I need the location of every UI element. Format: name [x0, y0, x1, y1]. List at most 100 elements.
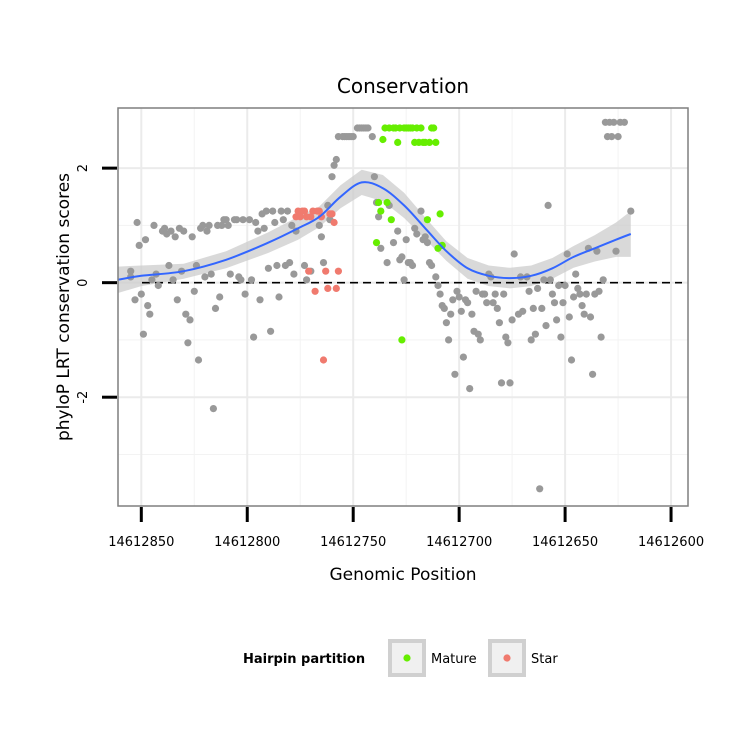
data-point-other	[508, 316, 516, 324]
data-point-star	[324, 284, 332, 292]
legend-dot-star	[503, 654, 511, 662]
data-point-other	[447, 310, 455, 318]
data-point-other	[627, 207, 635, 215]
data-point-other	[548, 290, 557, 298]
data-point-other	[531, 330, 540, 338]
data-point-other	[211, 304, 220, 312]
data-point-other	[154, 281, 162, 290]
data-point-other	[402, 236, 410, 244]
data-point-other	[137, 290, 145, 298]
data-point-other	[614, 133, 622, 141]
data-point-other	[364, 124, 372, 132]
data-point-mature	[430, 124, 438, 132]
data-point-mature	[379, 135, 387, 144]
legend-dot-mature	[403, 654, 411, 662]
data-point-other	[559, 299, 567, 307]
x-tick-label: 14612700	[426, 535, 492, 550]
data-point-mature	[372, 239, 381, 247]
data-point-other	[141, 236, 150, 244]
data-point-other	[468, 310, 476, 318]
data-point-other	[370, 173, 378, 181]
data-point-other	[222, 216, 230, 224]
data-point-other	[411, 224, 419, 232]
data-point-other	[247, 276, 256, 284]
data-point-mature	[417, 124, 425, 132]
data-point-other	[245, 216, 253, 224]
data-point-other	[254, 227, 262, 235]
data-point-other	[481, 290, 489, 298]
x-tick-label: 14612800	[214, 535, 280, 550]
data-point-star	[300, 207, 309, 215]
data-point-other	[349, 133, 357, 141]
data-point-other	[491, 290, 499, 298]
data-point-other	[455, 293, 463, 301]
data-point-other	[290, 270, 298, 278]
data-point-other	[432, 273, 440, 281]
data-point-other	[377, 244, 385, 252]
data-point-other	[165, 261, 173, 270]
data-point-other	[286, 259, 294, 267]
data-point-other	[413, 230, 421, 238]
data-point-other	[144, 302, 152, 310]
data-point-other	[500, 290, 508, 298]
data-point-other	[544, 201, 552, 209]
data-point-other	[457, 307, 465, 315]
data-point-mature	[432, 138, 440, 146]
data-point-other	[300, 261, 309, 270]
data-point-other	[315, 221, 323, 229]
data-point-other	[241, 290, 249, 298]
data-point-other	[150, 221, 158, 229]
data-point-other	[252, 218, 260, 227]
data-point-other	[474, 330, 482, 338]
data-point-other	[550, 299, 559, 307]
data-point-mature	[423, 216, 431, 224]
data-point-other	[476, 336, 484, 344]
data-point-other	[203, 227, 211, 235]
data-point-other	[226, 270, 234, 278]
data-point-other	[180, 227, 188, 235]
data-point-other	[256, 296, 264, 304]
data-point-other	[434, 281, 442, 290]
legend-title: Hairpin partition	[243, 652, 365, 667]
data-point-other	[182, 310, 190, 318]
data-point-other	[186, 316, 194, 324]
data-point-other	[557, 333, 565, 341]
data-point-other	[534, 284, 542, 292]
data-point-other	[218, 221, 226, 229]
data-point-other	[563, 250, 571, 258]
x-axis-title: Genomic Position	[329, 565, 476, 585]
data-point-other	[620, 118, 629, 126]
data-point-other	[133, 218, 141, 227]
data-point-other	[536, 485, 544, 493]
data-point-other	[332, 155, 340, 164]
plot-border	[117, 107, 689, 507]
data-point-other	[580, 310, 588, 318]
data-point-other	[553, 316, 561, 324]
chart-title: Conservation	[337, 74, 469, 98]
data-point-other	[250, 333, 258, 341]
data-point-other	[497, 379, 506, 387]
smooth-line	[117, 181, 632, 281]
data-point-other	[288, 221, 296, 229]
data-point-other	[277, 207, 285, 215]
data-point-other	[453, 287, 461, 295]
data-point-other	[451, 370, 459, 378]
data-point-other	[436, 290, 444, 298]
data-point-star	[330, 218, 338, 227]
data-point-other	[408, 261, 417, 270]
data-point-other	[483, 299, 491, 307]
data-point-star	[317, 213, 325, 221]
data-point-other	[275, 293, 283, 301]
data-points	[127, 118, 635, 493]
data-point-other	[578, 302, 586, 310]
series-mature	[372, 124, 446, 344]
data-point-other	[612, 247, 620, 255]
data-point-other	[502, 333, 510, 341]
data-point-other	[489, 299, 497, 307]
data-point-mature	[383, 198, 391, 207]
data-point-other	[224, 221, 232, 229]
series-star	[292, 207, 342, 364]
data-point-other	[194, 356, 203, 364]
data-point-star	[322, 267, 330, 275]
